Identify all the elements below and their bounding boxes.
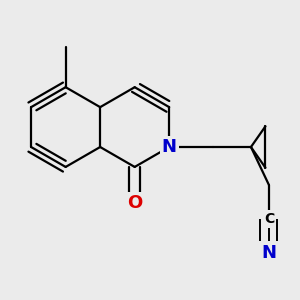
Text: C: C: [264, 212, 274, 226]
Text: N: N: [162, 138, 177, 156]
Text: O: O: [127, 194, 142, 212]
Text: N: N: [261, 244, 276, 262]
